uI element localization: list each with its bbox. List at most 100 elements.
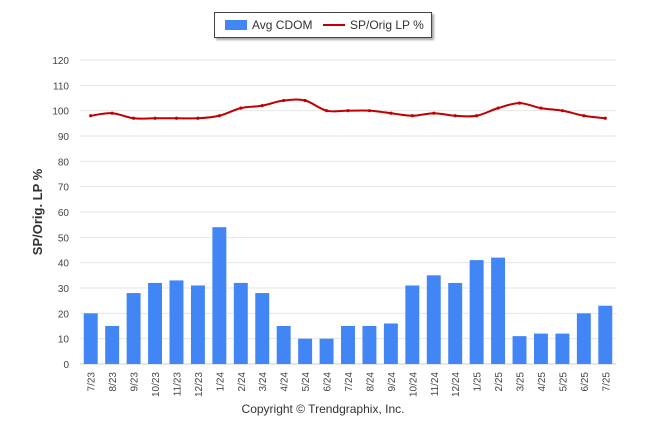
line-series-sp-orig-lp <box>89 98 607 120</box>
gridlines <box>80 59 616 365</box>
bar <box>298 338 313 364</box>
x-tick-label: 7/24 <box>344 372 355 392</box>
x-tick-label: 2/24 <box>237 372 248 392</box>
x-tick-label: 1/25 <box>473 372 484 392</box>
line-point <box>260 104 264 108</box>
x-tick-label: 8/23 <box>108 372 119 392</box>
y-tick-label: 110 <box>53 81 69 92</box>
x-tick-label: 7/23 <box>87 372 98 392</box>
y-tick-label: 90 <box>58 132 70 143</box>
line-point <box>89 114 93 118</box>
bar <box>533 333 548 364</box>
bar <box>598 305 613 364</box>
line-point <box>539 106 543 110</box>
y-tick-label: 100 <box>52 107 69 118</box>
bar <box>83 313 98 364</box>
bar <box>319 338 334 364</box>
y-tick-label: 30 <box>58 284 70 295</box>
line-point <box>582 114 586 118</box>
bar <box>169 280 184 364</box>
bar <box>255 293 270 364</box>
x-tick-label: 10/23 <box>151 372 162 397</box>
x-tick-label: 3/24 <box>258 372 269 392</box>
x-tick-label: 7/25 <box>601 372 612 392</box>
x-tick-label: 11/23 <box>172 372 183 397</box>
line-point <box>410 114 414 118</box>
line-point <box>475 114 479 118</box>
line-point <box>367 109 372 113</box>
y-axis-label: SP/Orig. LP % <box>30 168 45 255</box>
y-tick-label: 80 <box>58 157 70 168</box>
legend-swatch-line <box>323 24 345 26</box>
bar <box>405 285 420 364</box>
legend-item-sp-orig-lp: SP/Orig LP % <box>323 13 424 37</box>
x-tick-label: 4/25 <box>537 372 548 392</box>
bar <box>276 326 291 364</box>
bar <box>383 323 398 364</box>
bar <box>426 275 441 364</box>
line-point <box>239 106 243 110</box>
bar <box>190 285 205 364</box>
y-tick-label: 50 <box>58 233 70 244</box>
copyright-text: Copyright © Trendgraphix, Inc. <box>241 402 405 416</box>
legend-item-avg-cdom: Avg CDOM <box>225 13 312 37</box>
bar <box>448 282 463 364</box>
bar <box>148 282 163 364</box>
x-tick-label: 3/25 <box>516 372 527 392</box>
x-tick-label: 6/25 <box>580 372 591 392</box>
bar-series-avg-cdom <box>83 227 613 364</box>
line-point <box>389 111 393 115</box>
x-tick-label: 12/23 <box>194 372 205 397</box>
bar <box>233 282 248 364</box>
bar <box>512 336 527 364</box>
y-tick-label: 0 <box>63 360 69 371</box>
line-point <box>324 109 329 113</box>
bar <box>576 313 591 364</box>
chart-legend: Avg CDOM SP/Orig LP % <box>214 12 432 38</box>
line-point <box>603 116 607 120</box>
line-point <box>346 109 350 113</box>
bar <box>362 326 377 364</box>
legend-label-sp-orig-lp: SP/Orig LP % <box>350 18 424 32</box>
line-point <box>174 116 179 120</box>
line-point <box>217 114 221 118</box>
x-axis-ticks: 7/23 8/23 9/23 10/23 11/23 12/23 1/24 2/24 3/24 4… <box>87 372 613 397</box>
x-tick-label: 10/24 <box>408 372 419 397</box>
bar <box>105 326 120 364</box>
y-tick-label: 120 <box>52 56 69 67</box>
x-tick-label: 9/24 <box>387 372 398 392</box>
x-tick-label: 6/24 <box>323 372 334 392</box>
line-point <box>517 101 522 105</box>
y-tick-label: 20 <box>58 309 70 320</box>
x-tick-label: 1/24 <box>215 372 226 392</box>
x-tick-label: 8/24 <box>365 372 376 392</box>
line-point <box>303 98 307 103</box>
x-tick-label: 5/25 <box>558 372 569 392</box>
line-point <box>153 116 157 120</box>
line-point <box>196 116 200 120</box>
line-point <box>453 114 457 118</box>
y-tick-label: 40 <box>58 259 70 270</box>
x-tick-label: 4/24 <box>280 372 291 392</box>
x-tick-label: 12/24 <box>451 372 462 397</box>
y-axis-ticks: 0 10 20 30 40 50 60 70 80 90 100 110 120 <box>52 56 69 371</box>
x-tick-label: 2/25 <box>494 372 505 392</box>
bar <box>555 333 570 364</box>
x-tick-label: 11/24 <box>430 372 441 397</box>
line-point <box>496 106 500 110</box>
bar <box>126 293 141 364</box>
line-point <box>282 98 286 103</box>
legend-swatch-bar <box>225 20 247 30</box>
y-tick-label: 10 <box>58 335 70 346</box>
x-tick-label: 5/24 <box>301 372 312 392</box>
y-tick-label: 60 <box>58 208 70 219</box>
line-point <box>132 116 136 120</box>
line-point <box>110 111 114 115</box>
bar <box>341 326 355 364</box>
bar <box>491 257 506 364</box>
legend-label-avg-cdom: Avg CDOM <box>252 18 313 32</box>
y-tick-label: 70 <box>58 183 70 194</box>
x-tick-label: 9/23 <box>130 372 141 392</box>
line-point <box>432 111 436 115</box>
